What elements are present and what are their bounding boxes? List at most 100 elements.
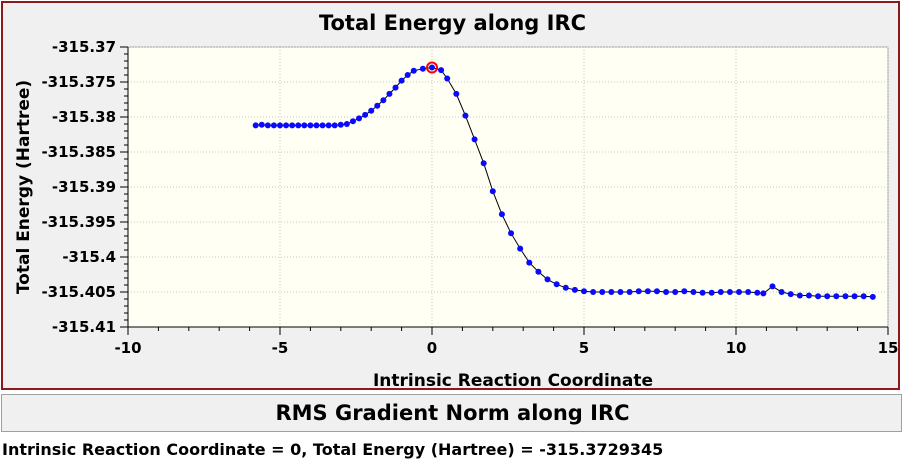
y-axis-label: Total Energy (Hartree) [14, 80, 34, 294]
energy-data-point[interactable] [769, 283, 776, 290]
energy-data-point[interactable] [754, 289, 761, 296]
x-tick-label: 10 [726, 339, 747, 357]
irc-energy-chart[interactable]: -10 -5 0 5 10 15 -315.37 -315.375 -315.38 -315.38… [3, 3, 902, 392]
energy-data-point[interactable] [462, 112, 469, 119]
energy-data-point[interactable] [480, 160, 487, 167]
energy-data-point[interactable] [429, 64, 435, 71]
energy-data-point[interactable] [626, 289, 633, 295]
energy-data-point[interactable] [343, 121, 350, 127]
energy-data-point[interactable] [708, 289, 715, 296]
energy-data-point[interactable] [726, 289, 733, 295]
energy-data-point[interactable] [851, 293, 858, 300]
selected-point-marker[interactable] [426, 61, 438, 74]
x-tick-label: 0 [427, 339, 437, 357]
energy-data-point[interactable] [760, 290, 767, 297]
y-tick-label: -315.385 [41, 143, 116, 161]
status-readout: Intrinsic Reaction Coordinate = 0, Total… [2, 440, 664, 459]
energy-data-point[interactable] [489, 188, 496, 195]
energy-data-point[interactable] [374, 102, 381, 109]
energy-data-point[interactable] [869, 293, 876, 300]
energy-data-point[interactable] [717, 289, 724, 295]
x-axis-label: Intrinsic Reaction Coordinate [373, 371, 653, 391]
energy-data-point[interactable] [386, 90, 393, 97]
axis-ticks: -10 -5 0 5 10 15 -315.37 -315.375 -315.38 -315.38… [41, 38, 898, 357]
energy-data-point[interactable] [562, 284, 569, 291]
energy-data-point[interactable] [745, 289, 752, 295]
energy-data-point[interactable] [699, 289, 706, 296]
y-tick-label: -315.375 [41, 73, 116, 91]
energy-data-point[interactable] [608, 289, 615, 295]
energy-data-point[interactable] [392, 84, 399, 91]
energy-data-point[interactable] [368, 107, 375, 114]
energy-data-points[interactable] [252, 64, 876, 300]
energy-data-point[interactable] [690, 289, 697, 295]
energy-data-point[interactable] [617, 289, 624, 295]
energy-data-point[interactable] [842, 293, 849, 300]
energy-data-point[interactable] [410, 67, 417, 74]
energy-data-point[interactable] [833, 293, 840, 300]
energy-data-point[interactable] [653, 288, 660, 295]
energy-data-point[interactable] [307, 122, 314, 129]
energy-data-point[interactable] [258, 121, 265, 128]
energy-data-point[interactable] [438, 67, 445, 74]
energy-data-point[interactable] [471, 136, 478, 143]
x-tick-label: 5 [579, 339, 589, 357]
energy-data-point[interactable] [404, 72, 411, 78]
energy-data-point[interactable] [590, 289, 597, 295]
energy-data-point[interactable] [453, 90, 460, 97]
energy-data-point[interactable] [264, 122, 271, 129]
y-tick-label: -315.41 [52, 318, 116, 336]
x-tick-label: -10 [114, 339, 141, 357]
energy-data-point[interactable] [270, 122, 277, 129]
energy-data-point[interactable] [581, 288, 587, 295]
energy-data-point[interactable] [283, 122, 290, 129]
energy-data-point[interactable] [319, 122, 326, 129]
energy-data-point[interactable] [380, 97, 387, 104]
energy-data-point[interactable] [635, 288, 642, 295]
energy-data-point[interactable] [301, 122, 308, 129]
energy-data-point[interactable] [544, 276, 551, 283]
energy-data-point[interactable] [787, 291, 794, 298]
energy-data-point[interactable] [599, 289, 606, 295]
energy-data-point[interactable] [517, 245, 524, 252]
energy-data-point[interactable] [398, 77, 405, 84]
energy-data-point[interactable] [815, 293, 822, 300]
energy-data-point[interactable] [672, 289, 679, 295]
energy-data-point[interactable] [535, 268, 542, 275]
energy-data-point[interactable] [356, 115, 363, 122]
energy-data-point[interactable] [824, 293, 831, 300]
energy-data-point[interactable] [508, 230, 515, 237]
y-tick-label: -315.4 [62, 248, 116, 266]
energy-data-point[interactable] [796, 292, 803, 299]
x-tick-label: -5 [272, 339, 289, 357]
energy-data-point[interactable] [277, 122, 283, 129]
energy-data-point[interactable] [778, 289, 785, 295]
energy-data-point[interactable] [325, 122, 332, 129]
y-tick-label: -315.39 [52, 178, 116, 196]
energy-data-point[interactable] [444, 75, 451, 82]
energy-data-point[interactable] [571, 286, 578, 293]
energy-data-point[interactable] [419, 65, 426, 72]
energy-data-point[interactable] [362, 111, 369, 118]
energy-data-point[interactable] [349, 118, 356, 125]
energy-data-point[interactable] [736, 289, 743, 295]
rms-gradient-panel[interactable]: RMS Gradient Norm along IRC [1, 394, 902, 432]
energy-data-point[interactable] [805, 292, 812, 299]
rms-panel-title: RMS Gradient Norm along IRC [275, 401, 630, 425]
energy-data-point[interactable] [553, 281, 560, 288]
y-tick-label: -315.395 [41, 213, 116, 231]
energy-data-point[interactable] [337, 121, 344, 128]
y-tick-label: -315.37 [52, 38, 116, 56]
energy-data-point[interactable] [313, 122, 320, 129]
energy-data-point[interactable] [331, 122, 338, 129]
energy-data-point[interactable] [644, 288, 651, 295]
energy-data-point[interactable] [663, 289, 670, 295]
chart-title: Total Energy along IRC [318, 11, 587, 35]
energy-data-point[interactable] [860, 293, 867, 300]
energy-data-point[interactable] [289, 122, 296, 129]
energy-data-point[interactable] [498, 211, 505, 218]
energy-data-point[interactable] [295, 122, 302, 129]
energy-data-point[interactable] [526, 259, 533, 266]
energy-data-point[interactable] [252, 122, 259, 129]
energy-data-point[interactable] [681, 288, 688, 295]
